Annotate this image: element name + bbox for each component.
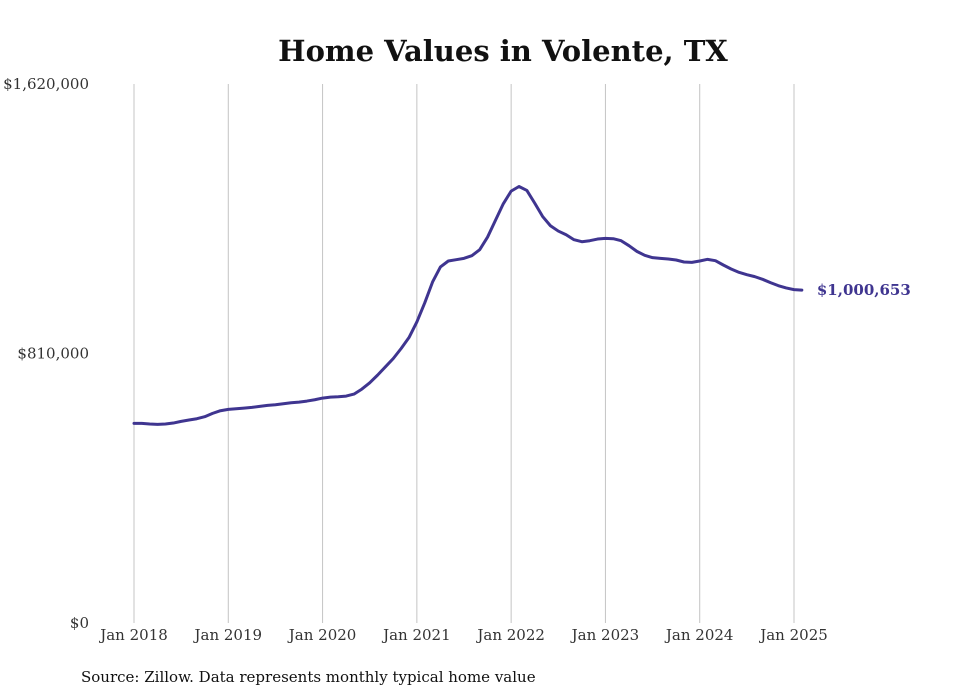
y-tick-label: $1,620,000 bbox=[3, 75, 89, 93]
y-axis-ticks: $0 $810,000 $1,620,000 bbox=[3, 75, 89, 632]
end-value-label: $1,000,653 bbox=[817, 281, 911, 299]
grid-lines bbox=[133, 84, 795, 623]
chart-title: Home Values in Volente, TX bbox=[278, 34, 728, 68]
x-axis-ticks: Jan 2018 Jan 2019 Jan 2020 Jan 2021 Jan 2022… bbox=[98, 626, 828, 644]
x-tick-label: Jan 2025 bbox=[758, 626, 828, 644]
x-tick-label: Jan 2024 bbox=[664, 626, 734, 644]
x-tick-label: Jan 2021 bbox=[381, 626, 451, 644]
x-tick-label: Jan 2022 bbox=[475, 626, 545, 644]
x-tick-label: Jan 2023 bbox=[570, 626, 640, 644]
x-tick-label: Jan 2018 bbox=[98, 626, 168, 644]
series-layer: $1,000,653 bbox=[132, 184, 911, 426]
series-line bbox=[132, 184, 804, 426]
y-tick-label: $810,000 bbox=[17, 345, 89, 363]
x-tick-label: Jan 2020 bbox=[287, 626, 357, 644]
y-tick-label: $0 bbox=[70, 614, 89, 632]
source-note: Source: Zillow. Data represents monthly … bbox=[81, 668, 536, 686]
x-tick-label: Jan 2019 bbox=[193, 626, 263, 644]
